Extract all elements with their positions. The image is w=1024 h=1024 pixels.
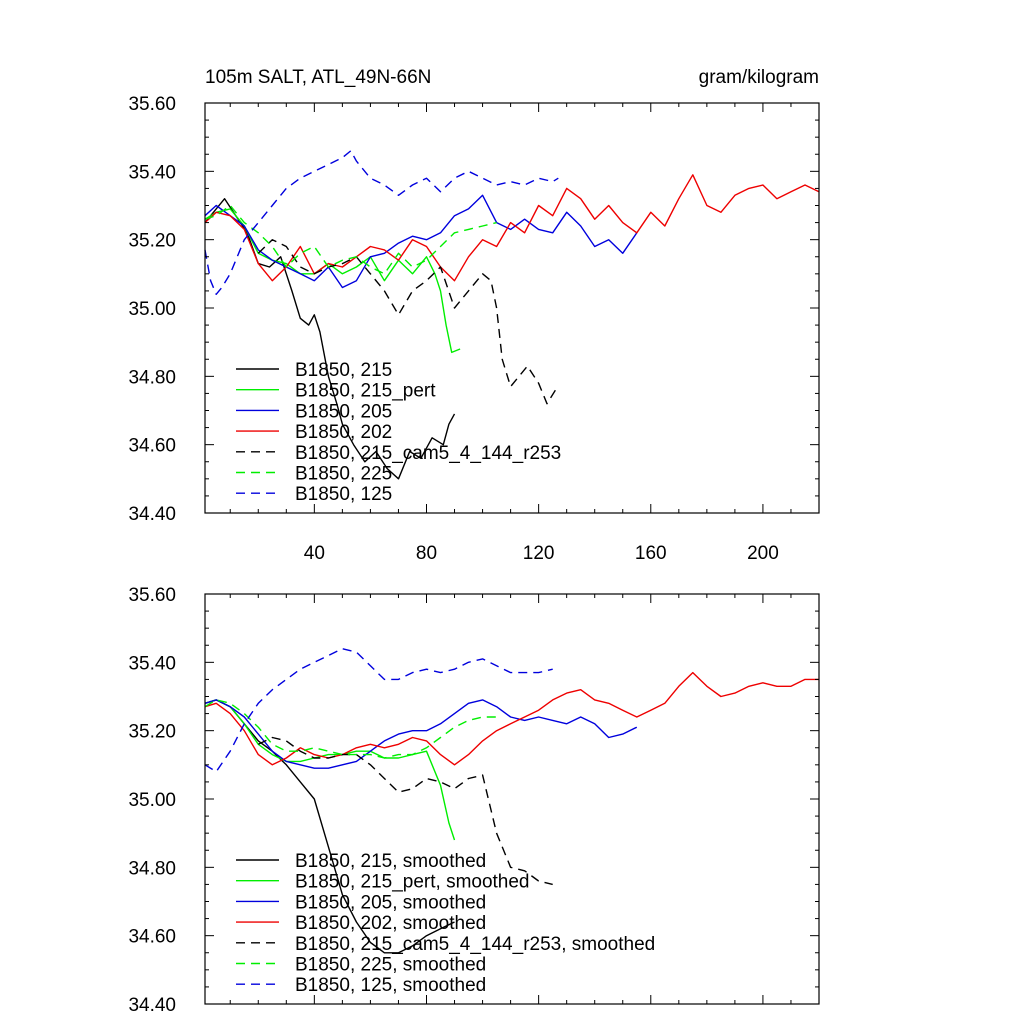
legend-label: B1850, 225	[295, 464, 392, 485]
y-tick-label: 35.60	[128, 585, 176, 606]
x-tick-label: 80	[416, 543, 437, 564]
y-tick-label: 35.40	[128, 653, 176, 674]
units-label: gram/kilogram	[699, 67, 819, 88]
x-tick-label: 200	[747, 543, 779, 564]
top-ticks-layer: 34.40 34.60 34.80 35.00 35.20 35.40 35.60 40 80 1…	[128, 94, 820, 564]
series-line-5	[257, 238, 557, 405]
legend-label: B1850, 215_cam5_4_144_r253, smoothed	[295, 934, 655, 955]
legend-label: B1850, 225, smoothed	[295, 955, 486, 976]
bottom-series-layer	[204, 648, 819, 954]
top-panel: 105m SALT, ATL_49N-66N gram/kilogram 34.…	[128, 67, 820, 564]
y-tick-label: 35.00	[128, 790, 176, 811]
top-series-layer	[204, 150, 820, 480]
y-tick-label: 34.60	[128, 927, 176, 948]
y-tick-label: 34.40	[128, 504, 176, 525]
legend-label: B1850, 125	[295, 484, 392, 505]
series-line-3	[204, 699, 638, 769]
legend-label: B1850, 205	[295, 401, 392, 422]
y-tick-label: 35.20	[128, 722, 176, 743]
series-line-7	[204, 150, 559, 295]
series-line-7	[204, 648, 553, 773]
series-line-2	[204, 699, 456, 841]
legend-label: B1850, 215	[295, 360, 392, 381]
legend-label: B1850, 202	[295, 422, 392, 443]
y-tick-label: 35.20	[128, 231, 176, 252]
series-line-4	[204, 174, 820, 282]
series-line-5	[257, 736, 553, 886]
y-tick-label: 34.40	[128, 995, 176, 1016]
legend-label: B1850, 215_pert, smoothed	[295, 872, 530, 893]
legend-label: B1850, 205, smoothed	[295, 892, 486, 913]
bottom-ticks-layer: 34.40 34.60 34.80 35.00 35.20 35.40 35.60	[128, 585, 820, 1016]
chart-title: 105m SALT, ATL_49N-66N	[205, 67, 431, 88]
x-tick-label: 120	[523, 543, 555, 564]
series-line-2	[204, 208, 461, 354]
x-tick-label: 40	[304, 543, 325, 564]
bottom-panel: 34.40 34.60 34.80 35.00 35.20 35.40 35.60 B185…	[128, 585, 820, 1016]
x-tick-label: 160	[635, 543, 667, 564]
legend-label: B1850, 125, smoothed	[295, 975, 486, 996]
y-tick-label: 35.00	[128, 299, 176, 320]
y-tick-label: 34.80	[128, 367, 176, 388]
legend-label: B1850, 215, smoothed	[295, 851, 486, 872]
y-tick-label: 34.80	[128, 858, 176, 879]
series-line-6	[204, 204, 497, 275]
legend-label: B1850, 215_cam5_4_144_r253	[295, 443, 561, 464]
y-tick-label: 35.60	[128, 94, 176, 115]
y-tick-label: 34.60	[128, 436, 176, 457]
legend-label: B1850, 202, smoothed	[295, 913, 486, 934]
series-line-3	[204, 194, 638, 289]
y-tick-label: 35.40	[128, 162, 176, 183]
series-line-6	[204, 699, 497, 759]
legend-label: B1850, 215_pert	[295, 381, 436, 402]
